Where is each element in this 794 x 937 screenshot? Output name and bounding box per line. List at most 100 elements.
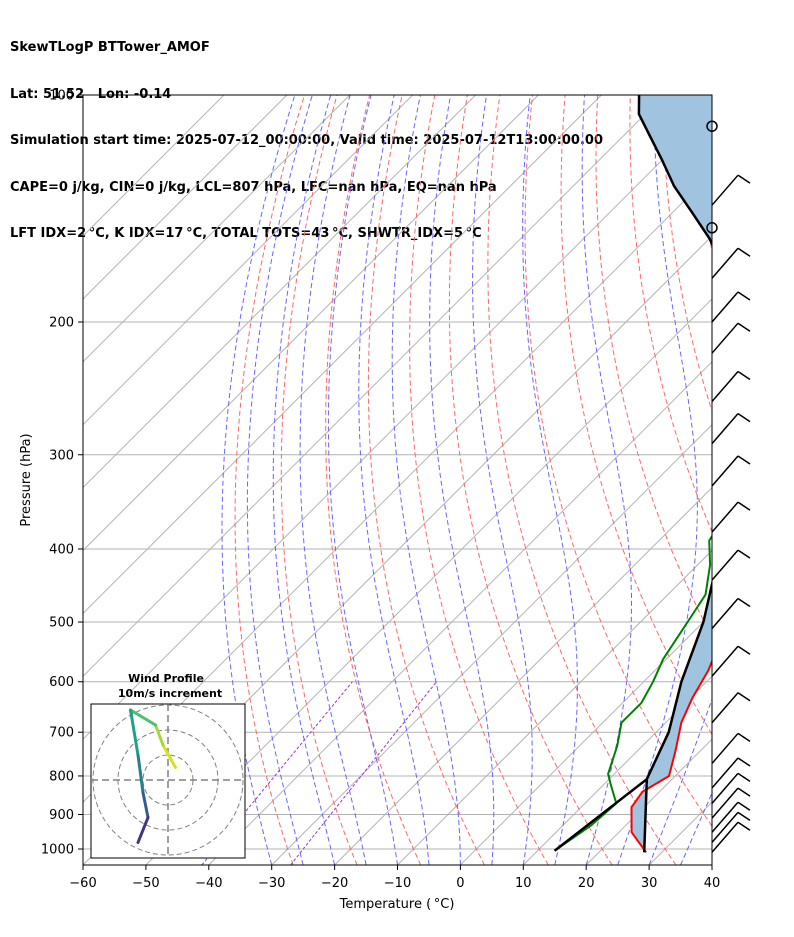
y-tick-label: 200 bbox=[49, 315, 74, 330]
wind-barb bbox=[711, 772, 751, 804]
inset-title-2: 10m/s increment bbox=[118, 687, 222, 700]
x-tick-label: −60 bbox=[69, 876, 96, 891]
isotherm-line bbox=[83, 95, 288, 300]
wind-barb bbox=[711, 322, 751, 354]
dry-adiabat-line bbox=[728, 95, 794, 865]
isotherm-line bbox=[83, 95, 414, 426]
isotherm-line bbox=[775, 95, 794, 865]
x-tick-label: −50 bbox=[132, 876, 159, 891]
moist-adiabat-line bbox=[429, 95, 495, 865]
moist-adiabat-line bbox=[472, 95, 533, 865]
dry-adiabat-line bbox=[761, 95, 794, 865]
axis-ticks: −60 −50 −40 −30 −20 −10 0 10 20 30 40 100 200 300 400 5… bbox=[41, 89, 720, 892]
hodograph-segment bbox=[129, 708, 157, 727]
dry-adiabat-line bbox=[409, 95, 549, 865]
wind-barb bbox=[711, 801, 751, 833]
wind-barb bbox=[711, 757, 751, 789]
wind-barbs bbox=[706, 120, 751, 853]
y-tick-label: 400 bbox=[49, 542, 74, 557]
isotherm-line bbox=[83, 95, 665, 678]
y-axis-title: Pressure (hPa) bbox=[19, 433, 34, 526]
hodograph-segment bbox=[129, 708, 140, 757]
hodograph-segment bbox=[161, 743, 177, 769]
chart-title-block: SkewTLogP BTTower_AMOF Lat: 51.52 Lon: -… bbox=[10, 9, 603, 257]
parcel-low-line bbox=[553, 778, 648, 852]
isotherm-line bbox=[83, 95, 225, 237]
x-tick-label: −10 bbox=[384, 876, 411, 891]
title-line-2: Lat: 51.52 Lon: -0.14 bbox=[10, 86, 172, 102]
x-tick-label: 0 bbox=[456, 876, 464, 891]
hodograph-segment bbox=[136, 816, 150, 844]
dry-adiabat-line bbox=[367, 95, 485, 865]
isotherm-line bbox=[334, 486, 712, 865]
wind-barb bbox=[711, 811, 751, 843]
wind-barb bbox=[711, 821, 751, 853]
moist-adiabat-line bbox=[358, 95, 430, 865]
isotherm-line bbox=[83, 95, 602, 615]
wind-barb-calm bbox=[706, 222, 718, 234]
dry-adiabat-line bbox=[560, 95, 712, 736]
moist-adiabat-line bbox=[299, 95, 367, 865]
shaded-region bbox=[631, 95, 712, 853]
isotherm-line bbox=[208, 361, 712, 865]
mixing-ratio-line bbox=[201, 681, 353, 865]
wind-barb bbox=[711, 692, 751, 724]
isotherm-line bbox=[145, 298, 712, 865]
isotherm-line bbox=[83, 109, 712, 740]
wind-barb bbox=[711, 645, 751, 677]
wind-barb bbox=[711, 597, 751, 630]
parcel-line bbox=[637, 95, 712, 853]
y-tick-label: 900 bbox=[49, 808, 74, 823]
title-line-1: SkewTLogP BTTower_AMOF bbox=[10, 40, 210, 55]
wind-barb bbox=[711, 501, 751, 533]
y-tick-label: 300 bbox=[49, 448, 74, 463]
wind-barb bbox=[711, 549, 751, 581]
wind-profile-inset: Wind Profile 10m/s increment bbox=[90, 672, 246, 859]
title-line-4: CAPE=0 j/kg, CIN=0 j/kg, LCL=807 hPa, LF… bbox=[10, 179, 497, 195]
moist-adiabat-line bbox=[246, 95, 313, 865]
x-tick-label: 10 bbox=[515, 876, 532, 891]
dry-adiabat-line bbox=[325, 95, 422, 865]
dry-adiabat-line bbox=[524, 95, 712, 828]
profile-lines bbox=[553, 95, 712, 853]
wind-barb bbox=[711, 732, 751, 764]
wind-barb bbox=[711, 787, 751, 819]
x-tick-label: −20 bbox=[321, 876, 348, 891]
isotherm-line bbox=[271, 423, 712, 865]
isotherm-line bbox=[460, 612, 712, 865]
dry-adiabat-line bbox=[662, 95, 712, 413]
y-tick-label: 100 bbox=[49, 89, 74, 104]
moist-adiabat-line bbox=[272, 95, 336, 865]
mixing-ratio-line bbox=[290, 681, 437, 865]
isotherm-line bbox=[522, 675, 712, 865]
dry-adiabat-line bbox=[487, 95, 677, 865]
reference-lines bbox=[83, 95, 794, 865]
moist-adiabat-line bbox=[391, 95, 461, 865]
isotherm-line bbox=[83, 95, 351, 363]
x-tick-label: −40 bbox=[195, 876, 222, 891]
moist-adiabat-line bbox=[581, 95, 632, 865]
x-tick-label: −30 bbox=[258, 876, 285, 891]
moist-adiabat-line bbox=[522, 95, 578, 865]
wind-barb bbox=[711, 455, 751, 487]
x-tick-label: 20 bbox=[578, 876, 595, 891]
moist-adiabat-line bbox=[744, 95, 794, 865]
x-tick-label: 40 bbox=[704, 876, 721, 891]
dry-adiabat-line bbox=[234, 95, 305, 865]
dry-adiabat-line bbox=[595, 95, 712, 639]
wind-barb bbox=[711, 174, 751, 206]
isotherm-line bbox=[83, 95, 476, 489]
hodograph-segment bbox=[136, 753, 145, 794]
temperature-line bbox=[630, 658, 712, 853]
moist-adiabat-line bbox=[327, 95, 398, 865]
y-tick-label: 500 bbox=[49, 616, 74, 631]
dry-adiabat-line bbox=[280, 95, 358, 865]
isotherm-line bbox=[397, 549, 712, 865]
title-line-3: Simulation start time: 2025-07-12_00:00:… bbox=[10, 133, 603, 148]
y-tick-label: 800 bbox=[49, 769, 74, 784]
wind-barb bbox=[711, 291, 751, 323]
wind-barb bbox=[711, 370, 751, 403]
dry-adiabat-line bbox=[448, 95, 613, 865]
inset-title-1: Wind Profile bbox=[128, 672, 204, 685]
